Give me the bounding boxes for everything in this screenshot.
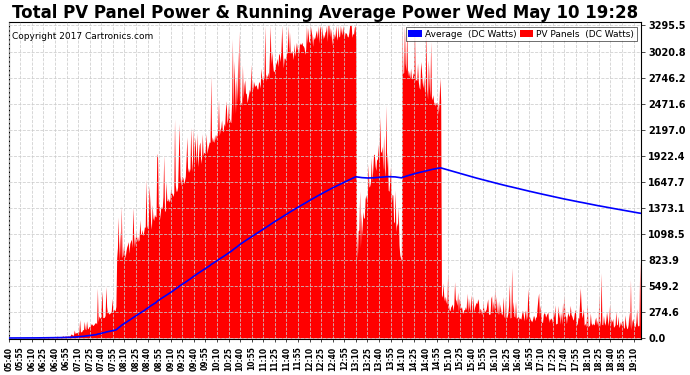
Text: Copyright 2017 Cartronics.com: Copyright 2017 Cartronics.com [12,32,153,41]
Legend: Average  (DC Watts), PV Panels  (DC Watts): Average (DC Watts), PV Panels (DC Watts) [406,27,637,41]
Title: Total PV Panel Power & Running Average Power Wed May 10 19:28: Total PV Panel Power & Running Average P… [12,4,638,22]
